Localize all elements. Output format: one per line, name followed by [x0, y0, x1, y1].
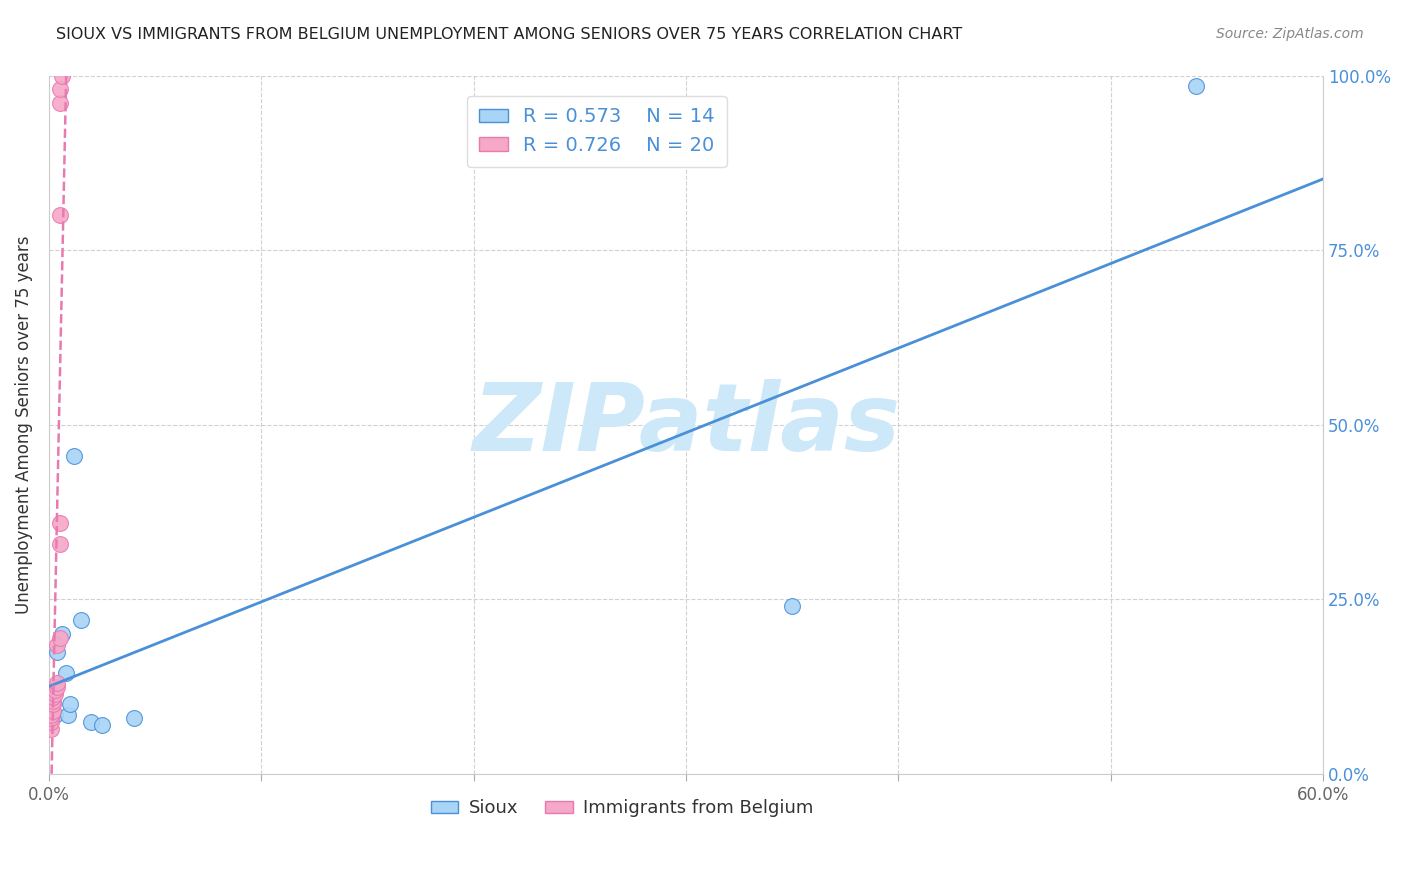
- Point: [46, 680, 69, 694]
- Point: [91, 718, 114, 732]
- Text: SIOUX VS IMMIGRANTS FROM BELGIUM UNEMPLOYMENT AMONG SENIORS OVER 75 YEARS CORREL: SIOUX VS IMMIGRANTS FROM BELGIUM UNEMPLO…: [56, 27, 963, 42]
- Point: [44, 687, 66, 701]
- Point: [44, 707, 66, 722]
- Y-axis label: Unemployment Among Seniors over 75 years: Unemployment Among Seniors over 75 years: [15, 235, 32, 614]
- Point: [63, 450, 86, 464]
- Point: [1184, 78, 1206, 93]
- Point: [48, 631, 70, 645]
- Point: [48, 96, 70, 111]
- Point: [46, 638, 69, 652]
- Point: [55, 665, 77, 680]
- Point: [80, 714, 103, 729]
- Point: [42, 694, 65, 708]
- Point: [48, 208, 70, 222]
- Point: [48, 536, 70, 550]
- Text: ZIPatlas: ZIPatlas: [472, 379, 900, 471]
- Point: [69, 614, 91, 628]
- Point: [39, 722, 62, 736]
- Point: [59, 698, 82, 712]
- Point: [39, 711, 62, 725]
- Point: [48, 82, 70, 96]
- Point: [42, 698, 65, 712]
- Point: [122, 711, 145, 725]
- Point: [46, 645, 69, 659]
- Point: [44, 683, 66, 698]
- Point: [51, 69, 73, 83]
- Point: [39, 714, 62, 729]
- Point: [780, 599, 803, 614]
- Point: [42, 704, 65, 718]
- Point: [39, 707, 62, 722]
- Point: [51, 627, 73, 641]
- Legend: Sioux, Immigrants from Belgium: Sioux, Immigrants from Belgium: [423, 792, 821, 824]
- Text: Source: ZipAtlas.com: Source: ZipAtlas.com: [1216, 27, 1364, 41]
- Point: [56, 707, 79, 722]
- Point: [42, 690, 65, 705]
- Point: [39, 694, 62, 708]
- Point: [46, 676, 69, 690]
- Point: [48, 516, 70, 530]
